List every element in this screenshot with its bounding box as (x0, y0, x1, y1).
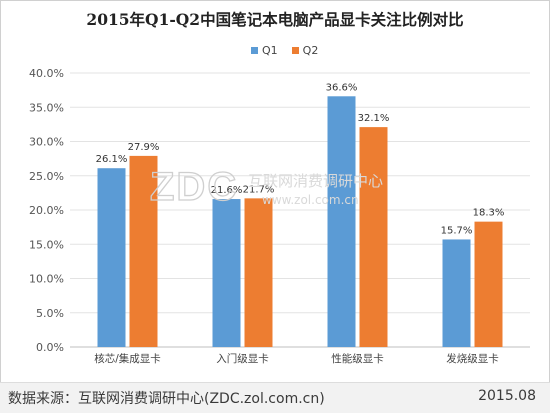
data-label: 21.7% (243, 184, 275, 195)
y-tick-label: 20.0% (29, 204, 64, 217)
bar-q2 (359, 127, 388, 348)
data-label: 15.7% (441, 225, 473, 236)
y-tick-label: 15.0% (29, 238, 64, 251)
data-label: 21.6% (211, 185, 243, 196)
y-tick-label: 30.0% (29, 136, 64, 149)
y-tick-label: 5.0% (36, 307, 64, 320)
y-tick-label: 40.0% (29, 67, 64, 80)
bar-q1 (212, 199, 241, 347)
footer-source: 数据来源：互联网消费调研中心(ZDC.zol.com.cn) (8, 391, 325, 407)
legend-label-q1: Q1 (262, 44, 278, 57)
x-tick-label: 发烧级显卡 (446, 352, 499, 365)
bar-q1 (442, 239, 471, 347)
legend-item-q2: Q2 (291, 44, 319, 57)
y-tick-label: 35.0% (29, 101, 64, 114)
legend-swatch-q1 (251, 47, 258, 54)
bar-q2 (474, 221, 503, 347)
legend-swatch-q2 (291, 47, 299, 54)
footer-date: 2015.08 (478, 388, 536, 404)
data-label: 26.1% (96, 154, 128, 165)
data-label: 27.9% (128, 142, 160, 153)
data-label: 32.1% (358, 113, 390, 124)
legend-label-q2: Q2 (302, 44, 319, 57)
data-label: 18.3% (473, 208, 505, 219)
y-tick-label: 25.0% (29, 170, 64, 183)
chart-plot: 0.0% 5.0% 10.0% 15.0% 20.0% 25.0% 30.0% 35.0% 40… (29, 67, 530, 365)
data-label: 36.6% (326, 82, 358, 93)
legend: Q1 Q2 (251, 44, 318, 57)
bar-q1 (327, 96, 356, 347)
legend-item-q1: Q1 (251, 44, 278, 57)
y-tick-label: 10.0% (29, 273, 64, 286)
x-tick-label: 性能级显卡 (331, 352, 384, 365)
bar-q2 (244, 198, 273, 347)
bar-q2 (129, 155, 158, 347)
x-tick-label: 核芯/集成显卡 (94, 352, 161, 365)
bar-q1 (97, 168, 126, 347)
chart-title: 2015年Q1-Q2中国笔记本电脑产品显卡关注比例对比 (86, 10, 464, 29)
footer-bar: 数据来源：互联网消费调研中心(ZDC.zol.com.cn) 2015.08 (0, 382, 550, 413)
y-tick-label: 0.0% (36, 341, 64, 354)
x-tick-label: 入门级显卡 (216, 352, 269, 365)
